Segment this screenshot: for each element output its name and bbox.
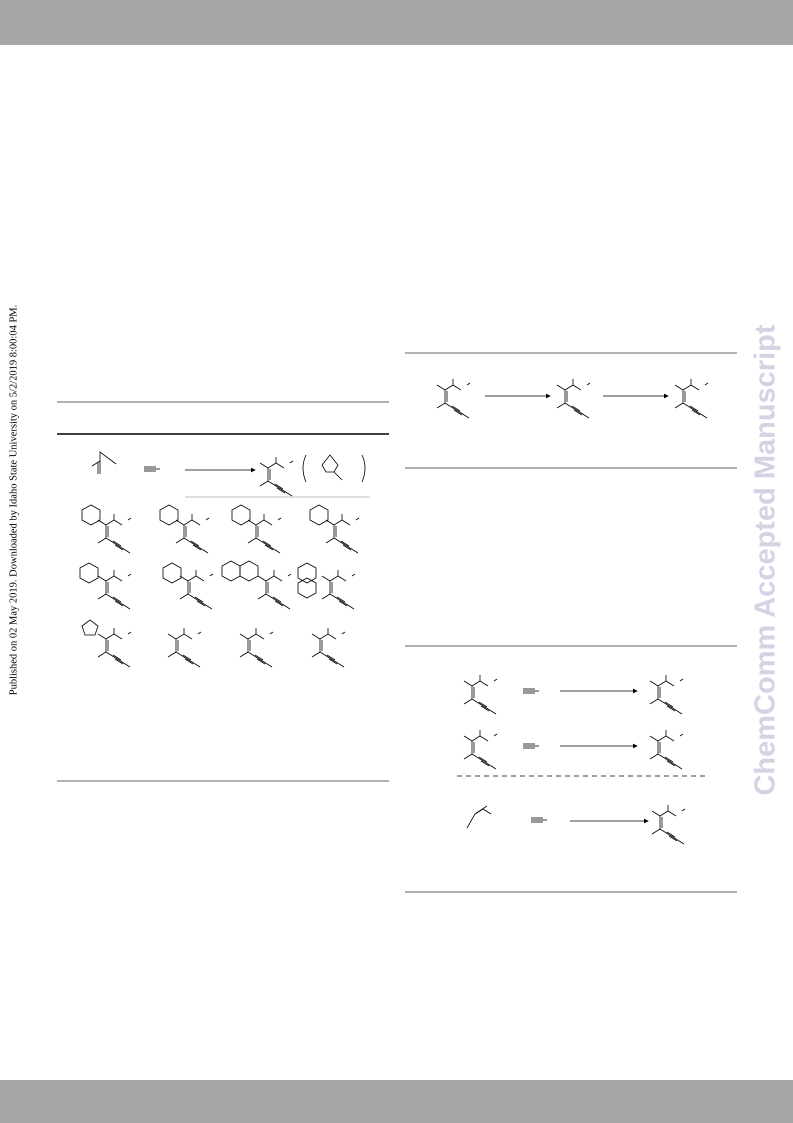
structures <box>79 378 709 845</box>
arrows <box>185 393 669 824</box>
rules <box>57 352 737 893</box>
footer-bar <box>0 1080 793 1123</box>
header-bar <box>0 0 793 45</box>
